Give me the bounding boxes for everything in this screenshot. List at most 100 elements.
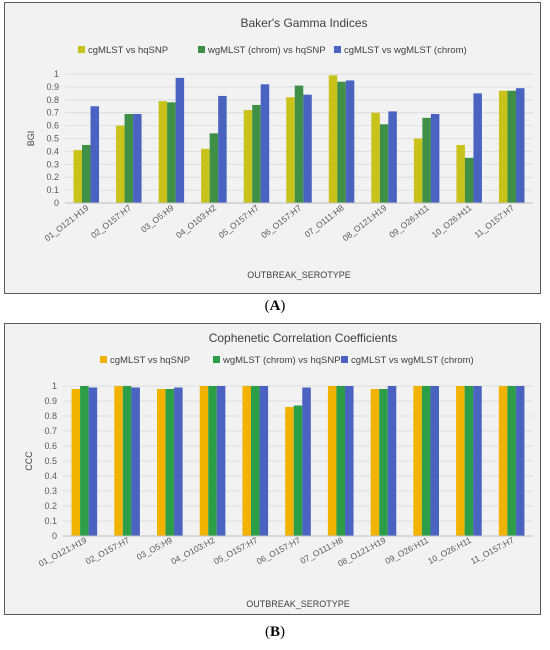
y-tick-label: 0.9 — [44, 396, 57, 406]
y-tick-label: 0.4 — [46, 146, 59, 156]
x-tick-label: 09_O26:H11 — [383, 535, 430, 566]
x-tick-label: 09_O26:H11 — [387, 203, 431, 240]
y-tick-label: 0.5 — [44, 456, 57, 466]
legend-item: cgMLST vs hqSNP — [78, 45, 168, 56]
bar — [216, 386, 226, 536]
legend-item: cgMLST vs wgMLST (chrom) — [334, 45, 467, 56]
legend-swatch — [198, 46, 205, 53]
bar — [430, 386, 439, 536]
bar — [251, 386, 260, 536]
ccc-bar-chart: Cophenetic Correlation Coefficients cgMLS… — [24, 331, 533, 609]
bar — [507, 386, 516, 536]
bar — [157, 389, 166, 536]
y-tick-label: 1 — [52, 381, 57, 391]
x-tick-label: 04_O103:H2 — [174, 203, 218, 241]
x-tick-label: 10_O26:H11 — [430, 203, 474, 240]
bar — [515, 386, 525, 536]
y-tick-label: 0.6 — [44, 441, 57, 451]
bar — [473, 93, 482, 203]
bar — [259, 386, 269, 536]
bar — [80, 386, 89, 536]
y-tick-labels: 0 0.1 0.2 0.3 0.4 0.5 0.6 0.7 0.8 0.9 1 — [46, 69, 59, 208]
bar — [328, 75, 338, 203]
legend-item: cgMLST vs hqSNP — [100, 355, 190, 366]
x-tick-label: 04_O103:H2 — [169, 535, 216, 567]
label-letter: B — [269, 624, 280, 640]
y-tick-label: 0.1 — [46, 185, 59, 195]
y-tick-label: 0.3 — [46, 159, 59, 169]
y-tick-label: 0.8 — [46, 95, 59, 105]
x-tick-label: 10_O26:H11 — [426, 535, 473, 566]
legend-label: cgMLST vs hqSNP — [110, 355, 190, 366]
bar — [158, 101, 168, 203]
bar — [114, 386, 123, 536]
x-tick-label: 03_O5:H9 — [139, 203, 176, 235]
bar — [252, 104, 261, 203]
bar — [294, 85, 304, 203]
label-close: ) — [280, 624, 285, 640]
bar — [124, 113, 134, 203]
legend: cgMLST vs hqSNP wgMLST (chrom) vs hqSNP cg… — [78, 45, 467, 56]
x-tick-label: 01_O121:H19 — [37, 535, 89, 569]
bar — [464, 157, 474, 203]
bar — [337, 81, 346, 203]
bar — [242, 386, 251, 536]
bar — [116, 125, 125, 203]
x-axis-title: OUTBREAK_SEROTYPE — [247, 270, 351, 280]
bar — [515, 88, 525, 203]
bar — [413, 386, 422, 536]
bar — [243, 110, 253, 203]
bar — [208, 386, 217, 536]
bar — [122, 386, 132, 536]
y-tick-label: 0.1 — [44, 516, 57, 526]
label-close: ) — [280, 298, 286, 314]
y-tick-label: 0.3 — [44, 486, 57, 496]
bar — [260, 84, 270, 203]
bar — [336, 386, 345, 536]
bar — [90, 106, 100, 203]
bar — [345, 386, 354, 536]
bar — [131, 387, 140, 536]
bar — [201, 148, 210, 203]
y-tick-label: 0.2 — [44, 501, 57, 511]
y-tick-label: 0.7 — [46, 108, 59, 118]
bars — [71, 386, 525, 536]
label-open: ( — [264, 624, 270, 640]
legend-item: wgMLST (chrom) vs hqSNP — [213, 355, 341, 366]
y-tick-label: 0.8 — [44, 411, 57, 421]
y-tick-label: 0.4 — [44, 471, 57, 481]
x-tick-label: 02_O157:H7 — [89, 203, 133, 241]
bar — [165, 389, 175, 536]
legend: cgMLST vs hqSNP wgMLST (chrom) vs hqSNP cg… — [100, 355, 474, 366]
bar — [422, 117, 431, 203]
bar — [302, 387, 311, 536]
bar — [370, 389, 380, 536]
y-tick-label: 0.5 — [46, 134, 59, 144]
bar — [303, 94, 312, 203]
bar — [175, 77, 185, 203]
x-tick-label: 05_O157:H7 — [217, 203, 261, 241]
bar — [456, 144, 465, 203]
legend-swatch — [78, 46, 85, 53]
bar — [379, 124, 389, 203]
bars — [73, 75, 525, 203]
bar — [421, 386, 431, 536]
x-tick-label: 06_O157:H7 — [255, 535, 302, 567]
bar — [218, 95, 227, 203]
y-tick-label: 0.7 — [44, 426, 57, 436]
x-tick-label: 08_O121:H19 — [340, 203, 388, 244]
bar — [430, 113, 440, 203]
x-tick-label: 01_O121:H19 — [43, 203, 91, 244]
y-tick-label: 0 — [52, 531, 57, 541]
bar — [209, 133, 219, 203]
x-tick-label: 11_O157:H7 — [469, 535, 516, 566]
y-tick-label: 0 — [54, 198, 59, 208]
bar — [82, 144, 91, 203]
legend-label: wgMLST (chrom) vs hqSNP — [207, 45, 326, 56]
bar — [456, 386, 465, 536]
y-tick-label: 1 — [54, 69, 59, 79]
x-tick-label: 08_O121:H19 — [336, 535, 388, 569]
x-tick-label: 02_O157:H7 — [84, 535, 131, 567]
